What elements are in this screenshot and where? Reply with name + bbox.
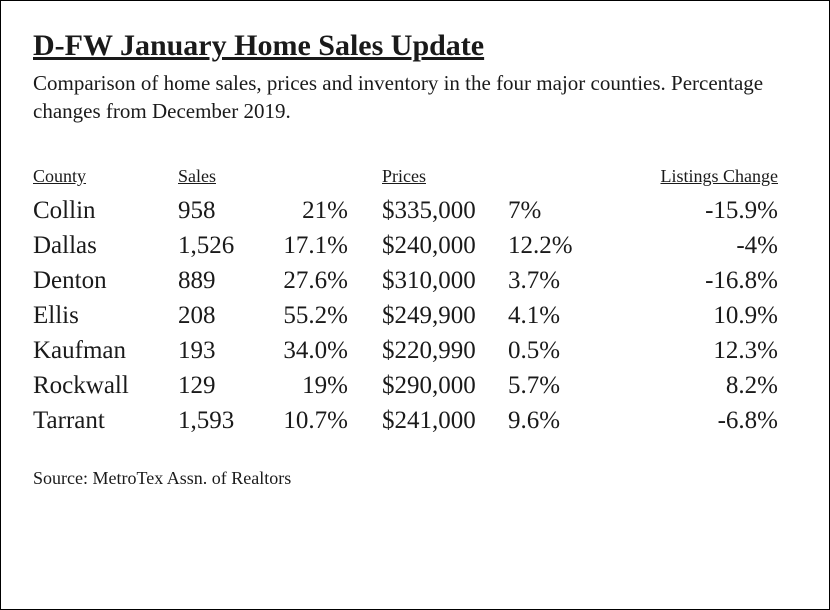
table-header-row: County Sales Prices Listings Change xyxy=(33,166,797,187)
table-row: Denton 889 27.6% $310,000 3.7% -16.8% xyxy=(33,263,797,298)
cell-price: $290,000 xyxy=(358,368,508,403)
cell-sales-pct: 27.6% xyxy=(263,263,358,298)
cell-price-pct: 7% xyxy=(508,193,608,228)
cell-county: Denton xyxy=(33,263,178,298)
cell-price-pct: 3.7% xyxy=(508,263,608,298)
cell-price: $241,000 xyxy=(358,403,508,438)
header-sales: Sales xyxy=(178,166,358,187)
table-row: Kaufman 193 34.0% $220,990 0.5% 12.3% xyxy=(33,333,797,368)
header-prices: Prices xyxy=(358,166,608,187)
cell-sales: 1,526 xyxy=(178,228,263,263)
cell-price: $240,000 xyxy=(358,228,508,263)
cell-sales-pct: 17.1% xyxy=(263,228,358,263)
cell-sales: 958 xyxy=(178,193,263,228)
cell-price-pct: 5.7% xyxy=(508,368,608,403)
cell-sales: 1,593 xyxy=(178,403,263,438)
cell-listings: -4% xyxy=(608,228,778,263)
cell-price: $335,000 xyxy=(358,193,508,228)
cell-county: Dallas xyxy=(33,228,178,263)
table-row: Collin 958 21% $335,000 7% -15.9% xyxy=(33,193,797,228)
table-row: Dallas 1,526 17.1% $240,000 12.2% -4% xyxy=(33,228,797,263)
cell-sales-pct: 21% xyxy=(263,193,358,228)
cell-price-pct: 0.5% xyxy=(508,333,608,368)
cell-county: Kaufman xyxy=(33,333,178,368)
table-row: Ellis 208 55.2% $249,900 4.1% 10.9% xyxy=(33,298,797,333)
cell-sales-pct: 10.7% xyxy=(263,403,358,438)
cell-county: Rockwall xyxy=(33,368,178,403)
cell-sales-pct: 19% xyxy=(263,368,358,403)
cell-listings: 10.9% xyxy=(608,298,778,333)
table-row: Tarrant 1,593 10.7% $241,000 9.6% -6.8% xyxy=(33,403,797,438)
cell-price-pct: 12.2% xyxy=(508,228,608,263)
cell-sales-pct: 34.0% xyxy=(263,333,358,368)
header-county: County xyxy=(33,166,178,187)
cell-sales: 208 xyxy=(178,298,263,333)
cell-sales: 129 xyxy=(178,368,263,403)
cell-price-pct: 9.6% xyxy=(508,403,608,438)
cell-price: $249,900 xyxy=(358,298,508,333)
cell-listings: 12.3% xyxy=(608,333,778,368)
cell-county: Tarrant xyxy=(33,403,178,438)
cell-price: $220,990 xyxy=(358,333,508,368)
cell-sales-pct: 55.2% xyxy=(263,298,358,333)
page-title: D-FW January Home Sales Update xyxy=(33,29,797,63)
cell-listings: -6.8% xyxy=(608,403,778,438)
source-line: Source: MetroTex Assn. of Realtors xyxy=(33,468,797,489)
cell-listings: 8.2% xyxy=(608,368,778,403)
cell-price: $310,000 xyxy=(358,263,508,298)
cell-price-pct: 4.1% xyxy=(508,298,608,333)
data-table: County Sales Prices Listings Change Coll… xyxy=(33,166,797,438)
cell-sales: 193 xyxy=(178,333,263,368)
header-listings: Listings Change xyxy=(608,166,778,187)
page-subtitle: Comparison of home sales, prices and inv… xyxy=(33,69,797,126)
table-row: Rockwall 129 19% $290,000 5.7% 8.2% xyxy=(33,368,797,403)
cell-listings: -16.8% xyxy=(608,263,778,298)
cell-county: Ellis xyxy=(33,298,178,333)
cell-sales: 889 xyxy=(178,263,263,298)
cell-listings: -15.9% xyxy=(608,193,778,228)
cell-county: Collin xyxy=(33,193,178,228)
